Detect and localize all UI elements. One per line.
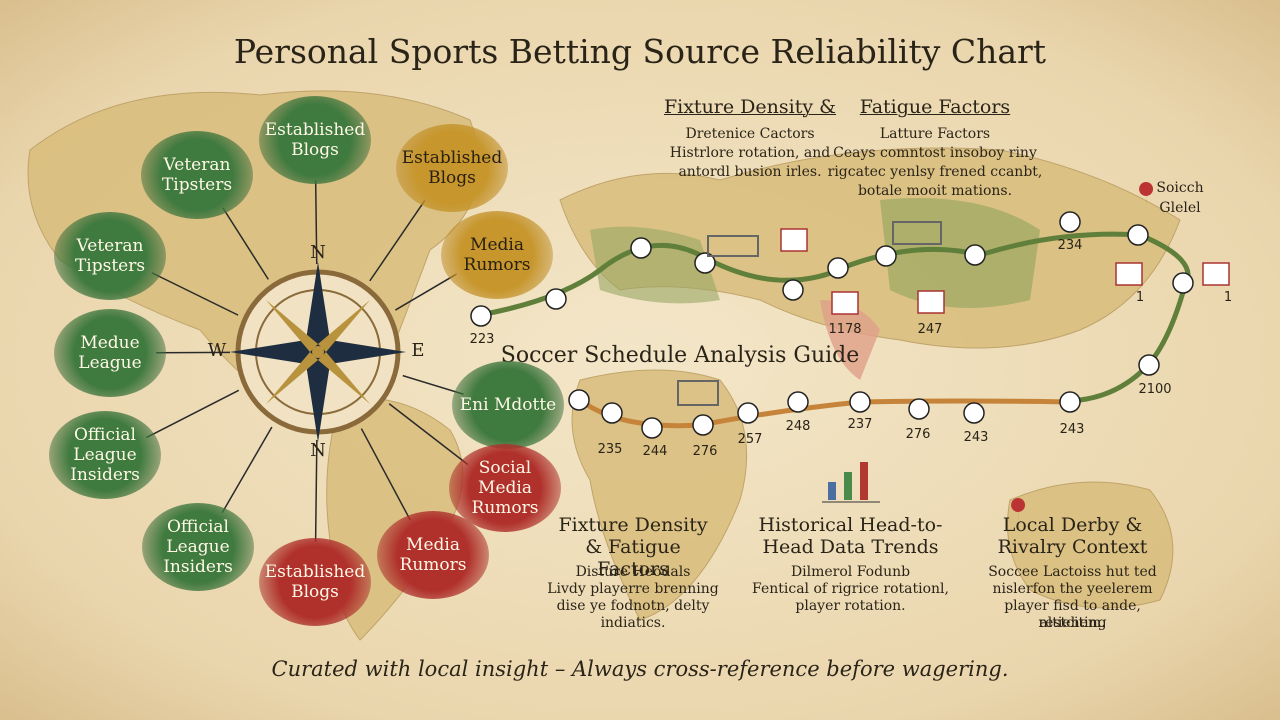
- arrow: [222, 207, 269, 280]
- goals: [677, 221, 942, 406]
- compass: [230, 262, 406, 442]
- route-label: 247: [917, 322, 943, 337]
- route-label: 257: [737, 432, 763, 447]
- route-label: 237: [847, 417, 873, 432]
- arrow: [388, 403, 469, 466]
- source-node: Established Blogs: [259, 96, 371, 184]
- title: Personal Sports Betting Source Reliabili…: [233, 32, 1047, 71]
- calendars: [780, 228, 1230, 315]
- bar-icon: [822, 462, 880, 503]
- panel-text: player rotation.: [795, 598, 906, 614]
- route-label: 276: [692, 444, 718, 459]
- panel-text: player fisd to ande, restciting: [1004, 598, 1141, 631]
- route-label: 243: [1059, 422, 1085, 437]
- source-node: Official League Insiders: [142, 503, 254, 591]
- panel-text: Ceays comntost insoboy riny: [833, 145, 1037, 161]
- compass-letter: N: [310, 440, 326, 461]
- route-label: 244: [642, 444, 668, 459]
- pin-label: Glelel: [1159, 200, 1201, 216]
- source-node: Eni Mdotte: [452, 361, 564, 449]
- arrow: [314, 179, 318, 265]
- balls: [470, 211, 1194, 439]
- panel-text: nislerfon the yeelerem: [992, 581, 1153, 597]
- panel-text: altiehem.: [1039, 615, 1106, 631]
- source-node: Official League Insiders: [49, 411, 161, 499]
- panel-heading: Fixture Density & Fatigue Factors: [558, 514, 708, 580]
- route-label: 243: [963, 430, 989, 445]
- arrow: [369, 199, 426, 282]
- panel-text: Dilmerol Fodunb: [790, 564, 911, 580]
- route-label: 1: [1135, 290, 1145, 305]
- panel-text: Disture Heodals: [575, 564, 691, 580]
- route-label: 1: [1223, 290, 1233, 305]
- compass-letter: E: [411, 340, 425, 361]
- source-node: Established Blogs: [259, 538, 371, 626]
- panel-text: Livdy playerre brenning: [547, 581, 719, 597]
- route-label: 1178: [828, 322, 862, 337]
- arrow: [314, 439, 318, 543]
- arrow: [394, 273, 457, 311]
- arrow: [360, 428, 411, 521]
- panel-text: indiatics.: [600, 615, 666, 631]
- source-node: Social Media Rumors: [449, 444, 561, 532]
- panel-text: Soccee Lactoiss hut ted: [988, 564, 1157, 580]
- source-node: Medue League: [54, 309, 166, 397]
- route-label: 223: [469, 332, 495, 347]
- source-node: Media Rumors: [377, 511, 489, 599]
- panel-heading: Fatigue Factors: [859, 96, 1011, 118]
- source-node: Established Blogs: [396, 124, 508, 212]
- arrow: [146, 389, 240, 439]
- panel-text: antordl busion irles.: [678, 164, 822, 180]
- source-node: Media Rumors: [441, 211, 553, 299]
- panel-text: Fentical of rigrice rotationl,: [752, 581, 949, 597]
- source-node: Veteran Tipsters: [54, 212, 166, 300]
- arrow: [151, 272, 239, 316]
- pin: [1011, 498, 1026, 530]
- arrows: [146, 179, 469, 543]
- pin-label: Soicch: [1156, 180, 1204, 196]
- panel-heading: Fixture Density &: [663, 96, 837, 118]
- panel-text: Latture Factors: [879, 126, 991, 142]
- route-upper: [479, 231, 1191, 403]
- panel-heading: Historical Head-to-Head Data Trends: [758, 514, 943, 558]
- footer: Curated with local insight – Always cros…: [271, 657, 1009, 681]
- pin: [1139, 182, 1154, 214]
- route-label: 248: [785, 419, 811, 434]
- guide-title: Soccer Schedule Analysis Guide: [500, 343, 860, 368]
- source-node: Veteran Tipsters: [141, 131, 253, 219]
- arrow: [221, 426, 273, 514]
- route-label: 235: [597, 442, 623, 457]
- route-label: 276: [905, 427, 931, 442]
- panel-text: Histrlore rotation, and: [669, 145, 831, 161]
- compass-letter: W: [207, 340, 227, 361]
- compass-letter: N: [310, 242, 326, 263]
- panel-heading: Local Derby & Rivalry Context: [997, 514, 1148, 558]
- panel-text: Dretenice Cactors: [685, 126, 815, 142]
- panel-text: rigcatec yenlsy frened ccanbt,: [827, 164, 1043, 180]
- route-label: 234: [1057, 238, 1083, 253]
- panel-text: dise ye fodnotn, delty: [556, 598, 710, 614]
- route-label: 2100: [1138, 382, 1172, 397]
- panel-text: botale mooit mations.: [857, 183, 1013, 199]
